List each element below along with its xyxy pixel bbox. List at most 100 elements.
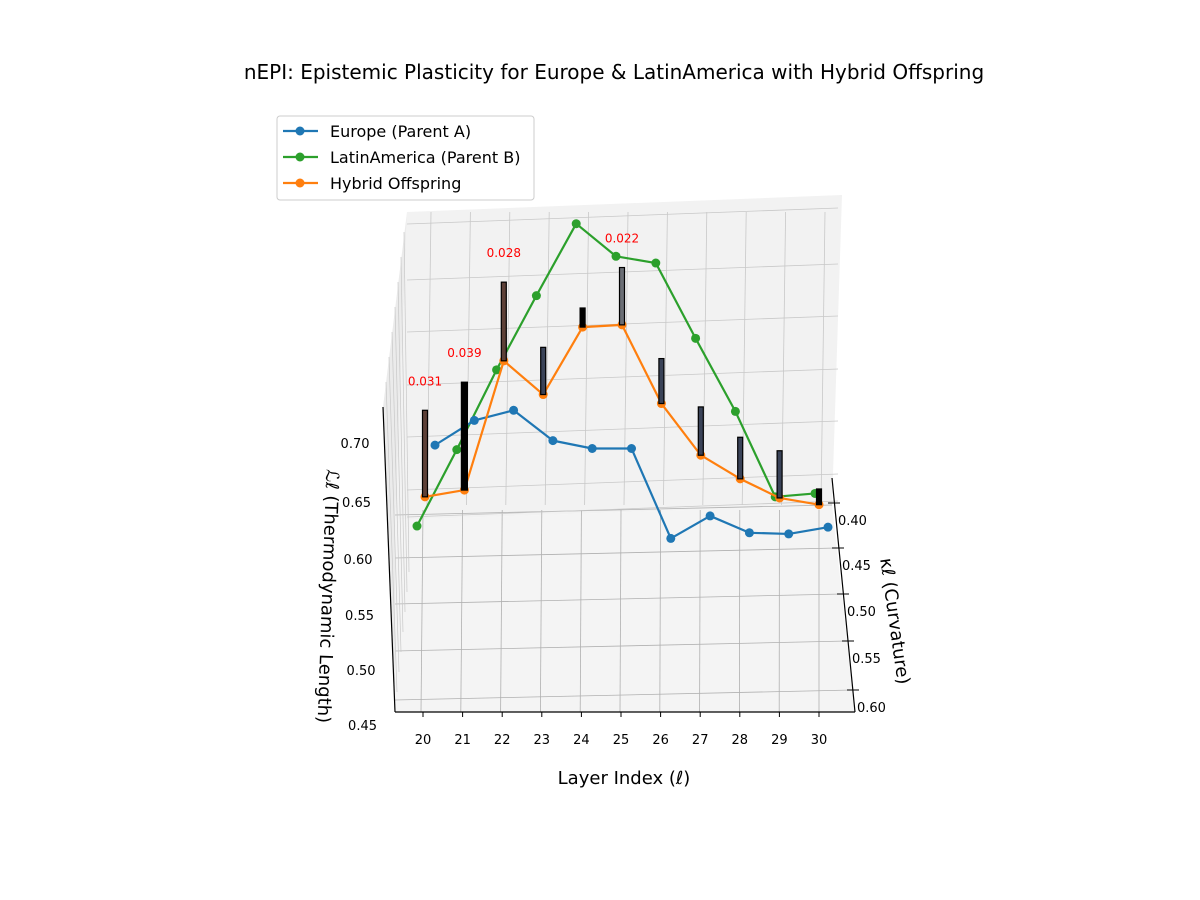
z-axis-label: ℒℓ (Thermodynamic Length) (313, 469, 343, 724)
floor-grid-line (394, 593, 842, 605)
plasticity-bars (421, 266, 823, 506)
y-tick-label: 0.60 (857, 701, 886, 716)
plasticity-bar (776, 450, 783, 499)
annotations: 0.031 0.039 0.028 0.022 (408, 232, 639, 389)
plasticity-bar (540, 346, 547, 396)
x-tick-labels: 20 21 22 23 24 25 26 27 28 29 30 (415, 712, 828, 748)
floor-grid-line (460, 509, 463, 713)
left-grid-line (388, 356, 400, 673)
legend: Europe (Parent A) LatinAmerica (Parent B)… (276, 115, 535, 201)
back-grid-line (406, 500, 839, 518)
left-grid-line (397, 281, 406, 613)
floor-grid-line (394, 547, 837, 559)
floor-grid-line (540, 509, 543, 713)
z-tick-label: 0.45 (348, 719, 377, 734)
series-point (705, 511, 715, 521)
x-tick-label: 28 (732, 733, 749, 748)
legend-label: LatinAmerica (Parent B) (330, 148, 520, 167)
y-tick-label: 0.50 (847, 605, 876, 620)
series-point (611, 251, 621, 261)
floor-grid-line (579, 509, 582, 713)
floor-grid-line (619, 509, 622, 713)
series-point (823, 522, 833, 532)
z-tick-label: 0.55 (345, 609, 374, 624)
left-grid-line (394, 306, 404, 633)
left-grid-line (391, 331, 402, 653)
series-point (430, 440, 440, 450)
back-grid-line (406, 420, 839, 438)
annotation-label: 0.031 (408, 374, 442, 388)
x-tick-label: 21 (454, 733, 471, 748)
series-point (627, 443, 636, 453)
y-tick-label: 0.40 (838, 514, 867, 529)
back-grid-line (505, 211, 511, 506)
y-axis-label: κℓ (Curvature) (875, 557, 914, 686)
back-grid-line (820, 211, 826, 506)
floor-grid-line (699, 509, 701, 713)
floor-grid-line (420, 509, 424, 713)
legend-frame (276, 115, 535, 201)
y-tick-label: 0.55 (852, 652, 881, 667)
x-tick-label: 26 (652, 733, 669, 748)
series-point (587, 443, 597, 453)
plasticity-bar (618, 266, 626, 326)
legend-marker (295, 152, 305, 162)
plasticity-bar (460, 381, 468, 491)
series-point (452, 445, 462, 455)
chart-title: nEPI: Epistemic Plasticity for Europe & … (244, 60, 984, 84)
z-tick-label: 0.65 (342, 496, 371, 511)
series-point (509, 405, 519, 415)
back-grid-line (406, 368, 839, 386)
floor-grid-line (394, 689, 853, 701)
back-grid-line (623, 211, 629, 506)
series-point (784, 529, 794, 539)
z-axis-line (382, 406, 396, 713)
y-tick-label: 0.45 (842, 559, 871, 574)
series-point (531, 291, 541, 301)
plasticity-bar (697, 406, 704, 456)
y-tick-labels: 0.40 0.45 0.50 0.55 0.60 (828, 502, 886, 716)
back-grid-line (406, 207, 839, 225)
z-tick-label: 0.70 (341, 437, 370, 452)
back-grid-line (584, 211, 589, 506)
series-point (666, 533, 676, 543)
x-tick-label: 24 (573, 733, 590, 748)
floor-grid-line (394, 504, 833, 516)
x-tick-label: 27 (692, 733, 709, 748)
legend-marker (295, 126, 305, 136)
floor-grid-line (659, 509, 661, 713)
series-point (412, 521, 422, 531)
y-axis-line (831, 477, 856, 713)
series-point (469, 415, 479, 425)
series-point (744, 528, 754, 538)
left-grid-line (400, 256, 408, 593)
x-tick-label: 29 (771, 733, 788, 748)
series-point (651, 258, 661, 268)
plasticity-bar (658, 357, 665, 405)
annotation-label: 0.022 (605, 232, 639, 246)
legend-marker (295, 178, 305, 188)
plasticity-bar (579, 307, 586, 328)
x-tick-label: 22 (494, 733, 511, 748)
legend-label: Hybrid Offspring (330, 174, 461, 193)
plasticity-bar (500, 281, 507, 362)
left-grid-line (385, 381, 398, 693)
x-tick-label: 25 (613, 733, 630, 748)
annotation-label: 0.028 (487, 246, 521, 260)
z-tick-labels: 0.45 0.50 0.55 0.60 0.65 0.70 (341, 437, 377, 734)
annotation-label: 0.039 (447, 346, 481, 360)
plasticity-bar (737, 436, 744, 480)
plasticity-bar (815, 488, 823, 506)
left-grid-line (403, 231, 410, 573)
x-tick-label: 20 (415, 733, 432, 748)
x-tick-label: 30 (811, 733, 828, 748)
series-point (571, 219, 581, 229)
floor-grid-line (394, 640, 847, 652)
back-grid-line (544, 211, 550, 506)
left-pane (383, 212, 407, 710)
legend-label: Europe (Parent A) (330, 122, 471, 141)
floor-grid-line (500, 509, 503, 713)
z-tick-label: 0.60 (344, 553, 373, 568)
back-grid-line (663, 211, 668, 506)
